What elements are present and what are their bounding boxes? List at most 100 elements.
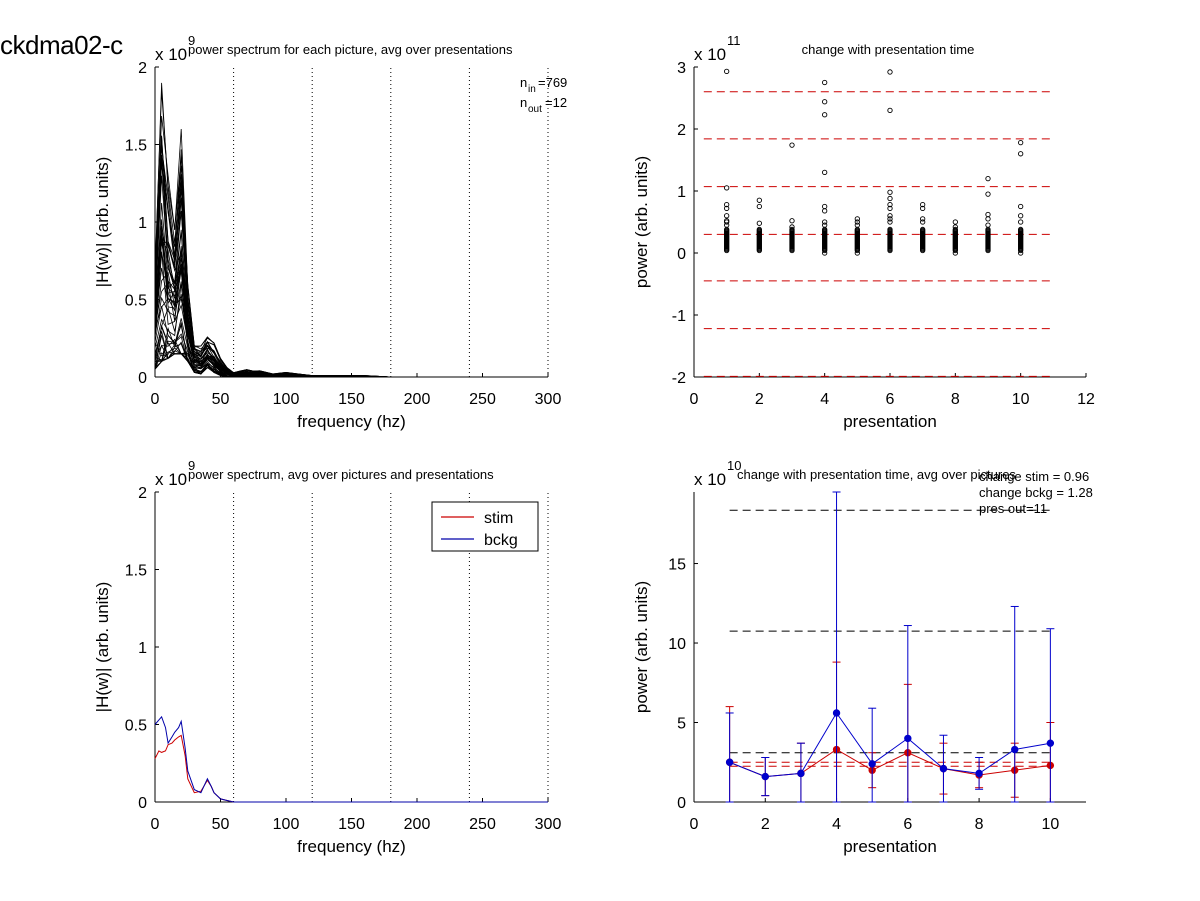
y-tick-label: 0	[138, 370, 147, 387]
annotation-subscript: in	[528, 84, 536, 95]
annotation-value: =769	[538, 75, 567, 90]
y-tick-label: 0	[677, 246, 686, 263]
x-tick-label: 100	[273, 816, 300, 833]
spectrum-line	[154, 347, 548, 378]
spectrum-line	[154, 331, 548, 378]
data-point	[822, 169, 828, 176]
spectrum-line	[154, 232, 548, 378]
spectrum-line	[154, 115, 548, 378]
spectrum-line	[154, 232, 548, 378]
figure-id-label: ckdma02-c	[0, 30, 123, 60]
data-point	[756, 226, 762, 233]
series-line	[729, 748, 1051, 778]
x-axis-label: frequency (hz)	[297, 837, 406, 856]
panel-4: 0 2 4 6 8 10 0 5 10 15 presentation power (arb. uni…	[632, 458, 1093, 856]
axis-exponent-power: 9	[188, 458, 195, 473]
data-point	[724, 205, 730, 212]
stats-text: change stim = 0.96	[979, 469, 1089, 484]
series-bckg	[725, 491, 1055, 803]
x-tick-label: 0	[151, 391, 160, 408]
data-point	[887, 201, 893, 208]
data-point	[761, 772, 769, 781]
x-tick-label: 2	[761, 816, 770, 833]
data-point	[756, 203, 762, 210]
chart-title: power spectrum, avg over pictures and pr…	[188, 467, 494, 482]
data-point	[985, 191, 991, 197]
data-point	[887, 189, 893, 195]
spectrum-line	[154, 175, 548, 378]
data-point	[822, 203, 828, 210]
annotation-base: n	[520, 95, 527, 110]
x-tick-label: 6	[886, 391, 895, 408]
chart-title: change with presentation time, avg over …	[737, 467, 1016, 482]
chart-title: power spectrum for each picture, avg ove…	[188, 42, 513, 57]
x-tick-label: 4	[832, 816, 841, 833]
data-point	[985, 211, 991, 218]
x-tick-label: 4	[820, 391, 829, 408]
data-point	[887, 205, 893, 212]
x-axis-label: presentation	[843, 412, 937, 431]
legend-label-stim: stim	[484, 510, 513, 527]
data-point	[789, 226, 795, 233]
x-tick-label: 0	[690, 391, 699, 408]
x-tick-label: 250	[469, 391, 496, 408]
data-point	[887, 226, 893, 233]
data-point	[854, 250, 860, 256]
data-point	[1018, 151, 1024, 157]
data-point	[822, 250, 828, 256]
y-tick-label: 0.5	[125, 293, 147, 310]
annotation-base: n	[520, 75, 527, 90]
chart-title: change with presentation time	[802, 42, 975, 57]
panel-3: 0 50 100 150 200 250 300 0 0.5 1 1.5 2 frequency (hz…	[93, 458, 561, 856]
spectrum-line	[154, 91, 548, 378]
x-tick-label: 150	[338, 391, 365, 408]
x-tick-label: 0	[151, 816, 160, 833]
data-point	[952, 226, 958, 233]
stats-text: change bckg = 1.28	[979, 485, 1093, 500]
data-point	[1018, 219, 1024, 225]
y-tick-label: 1	[677, 184, 686, 201]
data-point	[724, 68, 730, 74]
axis-exponent-base: x 10	[694, 470, 726, 489]
y-tick-label: 5	[677, 716, 686, 733]
data-point	[822, 112, 828, 118]
panel-1: 0 50 100 150 200 250 300 0 0.5 1 1.5 2 frequency (hz…	[93, 33, 567, 431]
spectrum-line	[154, 232, 548, 378]
data-point	[985, 175, 991, 182]
series-line-bckg	[154, 715, 548, 803]
axis-exponent-base: x 10	[155, 470, 187, 489]
data-point	[887, 216, 893, 222]
spectrum-line	[154, 82, 548, 378]
scatter-points	[724, 68, 1024, 256]
data-point	[822, 79, 828, 86]
data-point	[822, 219, 828, 225]
axis-exponent-base: x 10	[155, 45, 187, 64]
x-tick-label: 2	[755, 391, 764, 408]
data-point	[822, 208, 828, 214]
axis-exponent-power: 9	[188, 33, 195, 48]
data-point	[756, 197, 762, 203]
x-tick-label: 50	[212, 816, 230, 833]
series-stim	[725, 661, 1055, 803]
data-point	[887, 107, 893, 114]
y-tick-label: 10	[668, 636, 686, 653]
data-point	[854, 222, 860, 228]
x-tick-label: 50	[212, 391, 230, 408]
data-point	[887, 219, 893, 225]
series-line	[729, 712, 1051, 778]
y-tick-label: 2	[677, 122, 686, 139]
y-tick-label: 1.5	[125, 563, 147, 580]
data-point	[854, 216, 860, 222]
y-tick-label: 15	[668, 557, 686, 574]
spectrum-line	[154, 197, 548, 378]
data-point	[952, 224, 958, 230]
data-point	[887, 213, 893, 219]
x-tick-label: 10	[1041, 816, 1059, 833]
data-point	[789, 218, 795, 224]
data-point	[887, 69, 893, 75]
data-point	[920, 216, 926, 222]
y-axis-label: |H(w)| (arb. units)	[93, 157, 112, 288]
spectrum-line	[154, 230, 548, 378]
spectrum-line	[154, 143, 548, 378]
